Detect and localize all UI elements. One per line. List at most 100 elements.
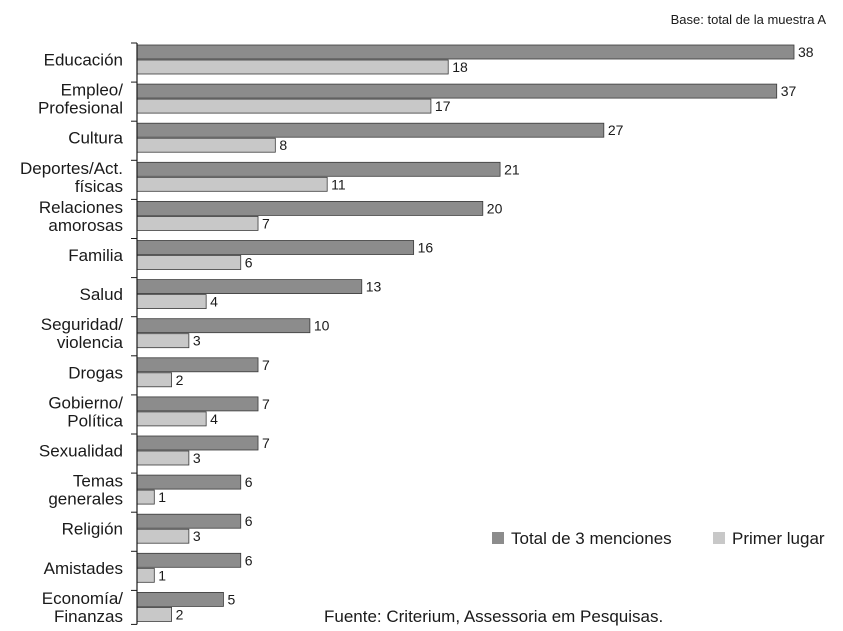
data-label: 7 [262,357,270,373]
bar-total [136,474,242,490]
bar-primer-lugar [136,372,172,388]
bar-primer-lugar [136,607,172,622]
bar-total [136,513,242,529]
legend-item-primer-lugar: Primer lugar [713,529,825,548]
data-label: 7 [262,215,270,231]
category-label-line: violencia [57,333,124,352]
bar-total [136,318,311,334]
data-label: 4 [210,411,218,427]
data-label: 6 [245,513,253,529]
data-label: 21 [504,161,520,177]
bar-primer-lugar [136,137,276,153]
data-label: 6 [245,552,253,568]
data-label: 6 [245,474,253,490]
category-label-line: Sexualidad [39,442,123,461]
category-label: Deportes/Act. físicas [20,159,123,196]
category-label: Religión [62,520,123,539]
legend-swatch [713,532,725,544]
category-label-line: Deportes/Act. [20,159,123,178]
category-label-line: Finanzas [54,607,123,626]
category-label-line: Gobierno/ [48,393,123,412]
bar-total [136,552,242,568]
data-label: 18 [452,59,468,75]
bar-total [136,44,795,60]
bar-total [136,357,259,373]
data-label: 7 [262,435,270,451]
bars [136,44,795,622]
source-note: Fuente: Criterium, Assessoria em Pesquis… [324,607,664,626]
data-label: 7 [262,396,270,412]
category-label-line: Profesional [38,99,123,118]
category-label-line: generales [48,490,123,509]
data-label: 2 [176,372,184,388]
bar-primer-lugar [136,411,207,427]
data-label: 20 [487,200,503,216]
category-label-line: Amistades [44,559,123,578]
bar-total [136,240,415,255]
bar-primer-lugar [136,489,155,505]
category-label: Educación [44,51,123,70]
bar-total [136,435,259,451]
bar-primer-lugar [136,98,432,114]
bar-total [136,396,259,412]
legend-swatch [492,532,504,544]
category-labels: Educación Empleo/Profesional Cultura Deport… [20,51,124,626]
bar-total [136,161,501,177]
bar-total [136,83,778,99]
data-label: 5 [227,591,235,607]
data-label: 38 [798,44,814,60]
legend-item-total: Total de 3 menciones [492,529,672,548]
data-label: 3 [193,333,201,349]
category-label: Temas generales [48,472,123,509]
data-label: 17 [435,98,451,114]
data-label: 6 [245,255,253,271]
bar-primer-lugar [136,59,449,75]
data-label: 16 [418,240,434,256]
category-label: Gobierno/Política [48,393,123,430]
data-label: 13 [366,279,382,295]
legend-label: Total de 3 menciones [511,529,672,548]
category-label-line: Economía/ [42,589,124,608]
bar-primer-lugar [136,215,259,231]
category-label: Familia [68,246,123,265]
bar-primer-lugar [136,450,190,466]
category-label-line: Salud [80,285,123,304]
category-label-line: Drogas [68,363,123,382]
data-label: 10 [314,318,330,334]
data-label: 4 [210,294,218,310]
category-label-line: amorosas [48,216,123,235]
category-label: Salud [80,285,123,304]
data-label: 2 [176,606,184,622]
base-note: Base: total de la muestra A [670,12,826,27]
bar-primer-lugar [136,176,328,192]
bar-total [136,200,484,216]
data-label: 8 [279,137,287,153]
category-label: Sexualidad [39,442,123,461]
legend-label: Primer lugar [732,529,825,548]
category-label-line: Política [67,411,123,430]
bar-primer-lugar [136,294,207,310]
category-label: Empleo/Profesional [38,81,123,118]
category-label-line: Educación [44,51,123,70]
data-label: 3 [193,450,201,466]
y-axis-ticks [131,42,137,625]
category-label-line: Familia [68,246,123,265]
category-label: Drogas [68,363,123,382]
value-labels: 3818371727821112071661341037274736163615… [158,44,813,622]
data-label: 11 [331,176,346,192]
data-label: 27 [608,122,624,138]
bar-total [136,592,224,607]
bar-primer-lugar [136,333,190,349]
category-label-line: físicas [75,177,123,196]
category-label-line: Temas [73,472,123,491]
category-label: Amistades [44,559,123,578]
legend: Total de 3 menciones Primer lugar [492,529,825,548]
category-label-line: Religión [62,520,123,539]
category-label-line: Seguridad/ [41,315,124,334]
category-label: Seguridad/violencia [41,315,124,352]
category-label: Cultura [68,129,123,148]
bar-primer-lugar [136,528,190,544]
data-label: 37 [781,83,797,99]
bar-primer-lugar [136,567,155,583]
